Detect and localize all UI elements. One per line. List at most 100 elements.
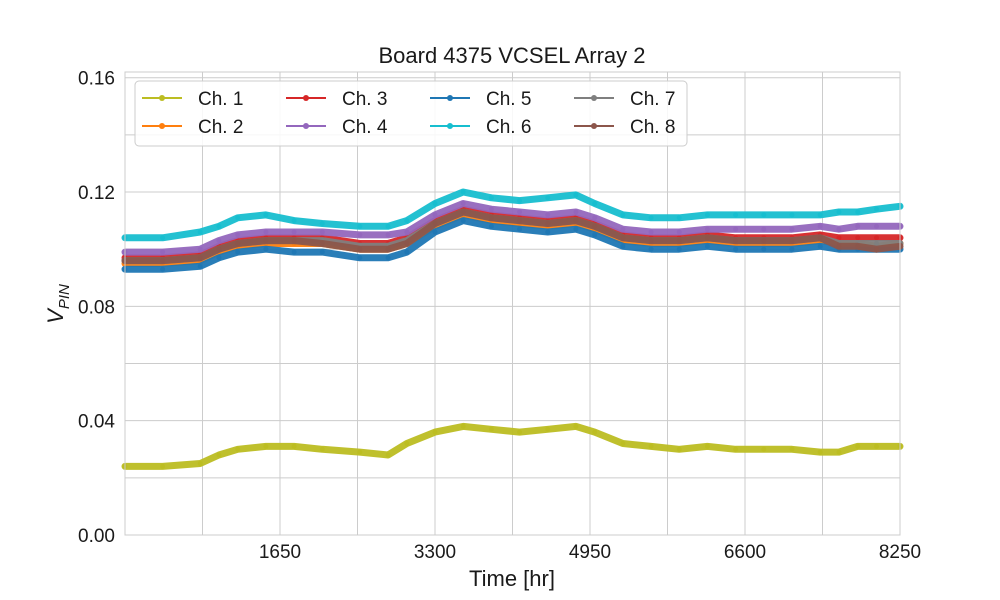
- data-point: [385, 452, 391, 458]
- data-point: [855, 243, 861, 249]
- data-point: [789, 238, 795, 244]
- data-point: [216, 238, 222, 244]
- legend-label: Ch. 1: [198, 89, 243, 110]
- data-point: [789, 226, 795, 232]
- data-point: [836, 243, 842, 249]
- legend-box: [134, 80, 688, 147]
- data-point: [648, 443, 654, 449]
- data-point: [460, 423, 466, 429]
- data-point: [704, 226, 710, 232]
- data-point: [592, 429, 598, 435]
- data-point: [855, 235, 861, 241]
- data-point: [704, 212, 710, 218]
- data-point: [488, 195, 494, 201]
- data-point: [291, 218, 297, 224]
- data-point: [855, 223, 861, 229]
- data-point: [235, 446, 241, 452]
- data-point: [319, 220, 325, 226]
- data-point: [432, 429, 438, 435]
- data-point: [573, 423, 579, 429]
- series-line: [121, 217, 904, 273]
- y-tick-label: 0.00: [78, 526, 115, 547]
- legend-item: Ch. 4: [286, 117, 388, 138]
- data-point: [704, 243, 710, 249]
- data-point: [385, 232, 391, 238]
- data-point: [432, 200, 438, 206]
- data-point: [404, 249, 410, 255]
- legend-swatch-marker: [303, 95, 309, 101]
- series-line: [121, 188, 904, 242]
- data-point: [817, 235, 823, 241]
- data-point: [836, 226, 842, 232]
- data-point: [592, 200, 598, 206]
- data-point: [761, 446, 767, 452]
- data-point: [620, 243, 626, 249]
- data-point: [855, 209, 861, 215]
- data-point: [216, 255, 222, 261]
- data-point: [545, 426, 551, 432]
- data-point: [836, 235, 842, 241]
- data-point: [620, 235, 626, 241]
- data-point: [836, 209, 842, 215]
- plot-frame: [124, 71, 901, 536]
- legend-swatch-marker: [303, 123, 309, 129]
- y-axis-label-main: V: [43, 307, 68, 324]
- data-point: [357, 246, 363, 252]
- data-point: [573, 209, 579, 215]
- data-point: [517, 218, 523, 224]
- data-point: [704, 443, 710, 449]
- x-tick-label: 8250: [879, 542, 921, 563]
- y-axis-label: VPIN: [43, 284, 73, 324]
- legend-label: Ch. 2: [198, 117, 243, 138]
- data-point: [160, 463, 166, 469]
- data-point: [385, 255, 391, 261]
- legend-swatch-marker: [159, 123, 165, 129]
- legend-item: Ch. 2: [142, 117, 243, 138]
- data-point: [357, 223, 363, 229]
- data-point: [733, 212, 739, 218]
- data-point: [620, 226, 626, 232]
- data-point: [488, 215, 494, 221]
- legend-swatch-marker: [447, 123, 453, 129]
- data-point: [357, 449, 363, 455]
- data-point: [404, 441, 410, 447]
- data-point: [817, 212, 823, 218]
- data-point: [517, 226, 523, 232]
- series-8: [121, 208, 904, 265]
- data-point: [573, 192, 579, 198]
- data-point: [291, 229, 297, 235]
- data-point: [620, 441, 626, 447]
- data-point: [545, 229, 551, 235]
- data-point: [235, 240, 241, 246]
- data-point: [761, 226, 767, 232]
- data-point: [160, 258, 166, 264]
- data-point: [235, 215, 241, 221]
- data-point: [874, 223, 880, 229]
- legend-swatch-marker: [447, 95, 453, 101]
- x-axis-label: Time [hr]: [469, 566, 555, 591]
- data-point: [160, 235, 166, 241]
- data-point: [319, 229, 325, 235]
- data-point: [357, 232, 363, 238]
- data-point: [817, 223, 823, 229]
- legend-swatch-marker: [159, 95, 165, 101]
- legend-item: Ch. 7: [574, 89, 675, 110]
- data-point: [573, 218, 579, 224]
- data-point: [648, 246, 654, 252]
- data-point: [761, 238, 767, 244]
- x-tick-label: 1650: [259, 542, 301, 563]
- data-point: [319, 240, 325, 246]
- data-point: [733, 238, 739, 244]
- data-point: [460, 200, 466, 206]
- data-point: [874, 246, 880, 252]
- data-point: [836, 449, 842, 455]
- y-tick-label: 0.16: [78, 69, 115, 90]
- data-point: [874, 443, 880, 449]
- data-point: [216, 452, 222, 458]
- data-point: [517, 198, 523, 204]
- data-point: [488, 206, 494, 212]
- data-point: [263, 229, 269, 235]
- data-point: [160, 249, 166, 255]
- data-point: [648, 238, 654, 244]
